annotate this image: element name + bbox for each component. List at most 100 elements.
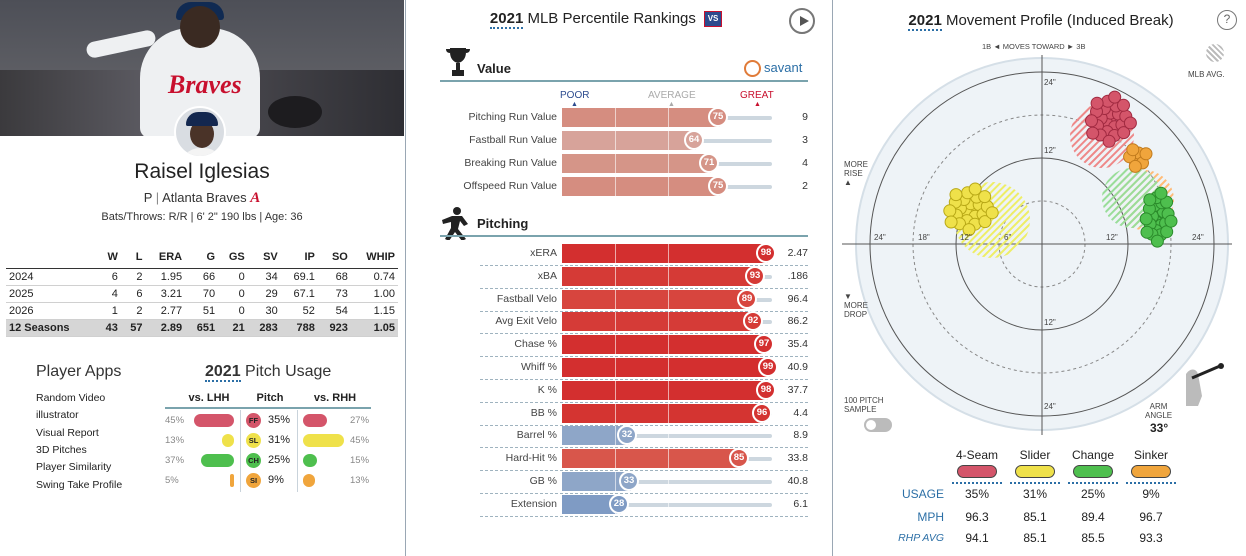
fourseam-point xyxy=(1108,90,1122,104)
ranking-value: 2.47 xyxy=(787,247,808,259)
ranking-bar xyxy=(562,335,766,355)
ranking-value: 35.4 xyxy=(787,338,808,351)
percentile-badge[interactable]: 71 xyxy=(699,153,719,173)
stats-cell: 54 xyxy=(317,302,351,320)
usage-value: 9% xyxy=(1142,487,1160,501)
fourseam-point xyxy=(1123,116,1137,130)
ranking-label[interactable]: Avg Exit Velo xyxy=(495,315,557,328)
play-icon[interactable] xyxy=(789,8,815,34)
stats-cell: 69.1 xyxy=(280,268,318,286)
pitcher-silhouette-icon xyxy=(442,207,468,240)
movement-year[interactable]: 2021 xyxy=(908,12,942,31)
player-app-link[interactable]: Player Similarity xyxy=(36,461,112,474)
ranking-label[interactable]: K % xyxy=(537,383,557,396)
stats-cell: 12 Seasons xyxy=(6,319,97,337)
sinker-point xyxy=(1126,143,1140,157)
ranking-label[interactable]: xERA xyxy=(530,247,557,259)
percentile-badge[interactable]: 93 xyxy=(745,265,765,286)
stats-cell: 2 xyxy=(120,302,146,320)
ranking-bar xyxy=(562,312,755,332)
table-row: 2026 1 2 2.77 51 0 30 52 54 1.15 xyxy=(6,302,398,320)
change-point xyxy=(1164,214,1178,228)
usage-rhh-pct: 45% xyxy=(350,435,370,446)
ranking-label[interactable]: BB % xyxy=(530,406,557,419)
stats-header: L xyxy=(120,246,146,269)
percentile-badge[interactable]: 89 xyxy=(737,288,757,309)
usage-rhh-bar xyxy=(303,414,328,427)
pitch-legend-name: Slider xyxy=(1019,448,1051,462)
usage-all-pct: 25% xyxy=(268,454,291,466)
stats-cell: 1.05 xyxy=(350,319,398,337)
usage-rhh-pct: 27% xyxy=(350,415,370,426)
pitch-type-badge: SL xyxy=(246,433,261,448)
savant-logo-icon xyxy=(744,60,761,78)
ranking-value: 9 xyxy=(802,111,808,123)
percentile-badge[interactable]: 28 xyxy=(609,493,629,514)
ranking-label[interactable]: Offspeed Run Value xyxy=(463,180,557,192)
player-app-link[interactable]: Swing Take Profile xyxy=(36,478,123,491)
ranking-label[interactable]: Hard-Hit % xyxy=(505,452,557,465)
ranking-label[interactable]: Barrel % xyxy=(516,429,557,442)
stats-cell: 1.15 xyxy=(350,302,398,320)
vs-badge-icon[interactable]: VS xyxy=(704,11,723,28)
rhp-avg-row-label: RHP AVG xyxy=(898,532,944,544)
stats-cell: 57 xyxy=(120,319,146,337)
percentile-badge[interactable]: 97 xyxy=(754,334,774,355)
percentile-badge[interactable]: 32 xyxy=(617,425,637,446)
pitch-legend-swatch[interactable] xyxy=(1015,465,1055,478)
pitch-legend-swatch[interactable] xyxy=(957,465,997,478)
pitch-legend-name: Change xyxy=(1071,448,1115,462)
jersey-wordmark: Braves xyxy=(168,70,242,99)
ranking-bar xyxy=(562,403,764,423)
ring-label-top24: 24" xyxy=(1044,78,1056,87)
slider-point xyxy=(943,204,957,218)
ranking-label[interactable]: Breaking Run Value xyxy=(464,157,557,169)
team-logo-icon[interactable]: A xyxy=(250,190,261,206)
help-icon[interactable]: ? xyxy=(1217,10,1237,30)
ranking-value: 40.8 xyxy=(787,475,808,487)
stats-cell: 66 xyxy=(185,268,219,286)
usage-value: 35% xyxy=(964,487,990,501)
sinker-point xyxy=(1139,147,1153,161)
ranking-label[interactable]: GB % xyxy=(529,475,557,487)
slider-point xyxy=(944,215,958,229)
ranking-bar xyxy=(562,358,770,377)
ranking-label[interactable]: Chase % xyxy=(514,338,557,351)
pitch-legend-swatch[interactable] xyxy=(1073,465,1113,478)
percentile-badge[interactable]: 98 xyxy=(756,243,776,263)
pitch-usage-year[interactable]: 2021 xyxy=(205,363,241,382)
player-app-link[interactable]: illustrator xyxy=(36,409,79,422)
percentile-badge[interactable]: 64 xyxy=(684,130,704,150)
ranking-label[interactable]: Fastball Run Value xyxy=(469,134,557,146)
percentile-badge[interactable]: 85 xyxy=(729,448,749,469)
percentile-badge[interactable]: 98 xyxy=(756,379,776,400)
ranking-label[interactable]: Whiff % xyxy=(521,361,557,373)
percentile-badge[interactable]: 92 xyxy=(743,311,763,332)
percentile-badge[interactable]: 99 xyxy=(758,357,778,377)
team-name[interactable]: Atlanta Braves xyxy=(162,190,247,205)
percentile-badge[interactable]: 96 xyxy=(752,402,772,423)
player-position: P xyxy=(143,190,153,205)
percentile-badge[interactable]: 75 xyxy=(708,107,728,127)
savant-link[interactable]: savant xyxy=(744,60,802,78)
stats-header xyxy=(6,246,97,269)
ranking-label[interactable]: Fastball Velo xyxy=(496,292,557,305)
ranking-label[interactable]: xBA xyxy=(537,269,557,282)
pitch-legend-swatch[interactable] xyxy=(1131,465,1171,478)
stats-cell: 2026 xyxy=(6,302,97,320)
change-point xyxy=(1140,225,1154,239)
player-app-link[interactable]: 3D Pitches xyxy=(36,443,87,456)
usage-rhh-pct: 15% xyxy=(350,455,370,466)
player-app-link[interactable]: Random Video xyxy=(36,392,106,404)
ranking-label[interactable]: Extension xyxy=(510,497,557,510)
usage-all-pct: 35% xyxy=(268,414,291,426)
col-vs-rhh: vs. RHH xyxy=(313,392,357,404)
percentile-badge[interactable]: 75 xyxy=(708,176,728,196)
percentile-badge[interactable]: 33 xyxy=(619,471,639,491)
fourseam-point xyxy=(1086,126,1100,140)
table-row-total: 12 Seasons 43 57 2.89 651 21 283 788 923 1.05 xyxy=(6,319,398,337)
ranking-label[interactable]: Pitching Run Value xyxy=(468,111,557,123)
pitch-sample-toggle[interactable] xyxy=(864,418,892,432)
player-app-link[interactable]: Visual Report xyxy=(36,426,99,439)
rankings-year[interactable]: 2021 xyxy=(489,10,524,29)
